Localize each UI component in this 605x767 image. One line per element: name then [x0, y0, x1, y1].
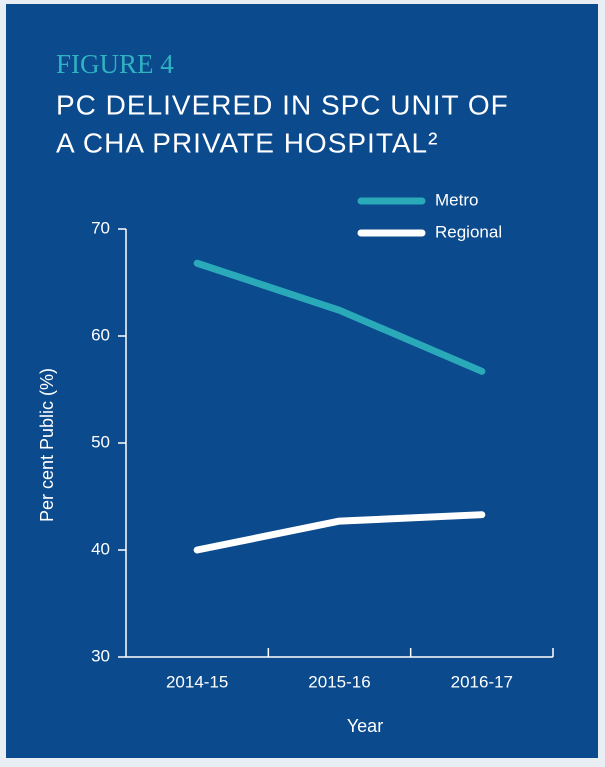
x-tick-label: 2014-15 — [166, 672, 228, 691]
x-axis-label: Year — [347, 716, 383, 736]
legend-label: Regional — [435, 222, 502, 241]
x-tick-label: 2015-16 — [308, 672, 370, 691]
background — [6, 4, 598, 758]
chart-title: A CHA PRIVATE HOSPITAL² — [56, 127, 438, 158]
y-tick-label: 70 — [91, 218, 110, 237]
data-line — [193, 511, 486, 554]
chart-title: PC DELIVERED IN SPC UNIT OF — [56, 89, 509, 120]
y-tick-label: 30 — [91, 646, 110, 665]
y-tick-label: 60 — [91, 325, 110, 344]
x-tick-label: 2016-17 — [451, 672, 513, 691]
legend-label: Metro — [435, 190, 478, 209]
y-tick-label: 50 — [91, 432, 110, 451]
figure-label: FIGURE 4 — [56, 49, 174, 79]
y-axis-label: Per cent Public (%) — [37, 368, 57, 522]
y-tick-label: 40 — [91, 539, 110, 558]
data-line — [193, 259, 486, 375]
